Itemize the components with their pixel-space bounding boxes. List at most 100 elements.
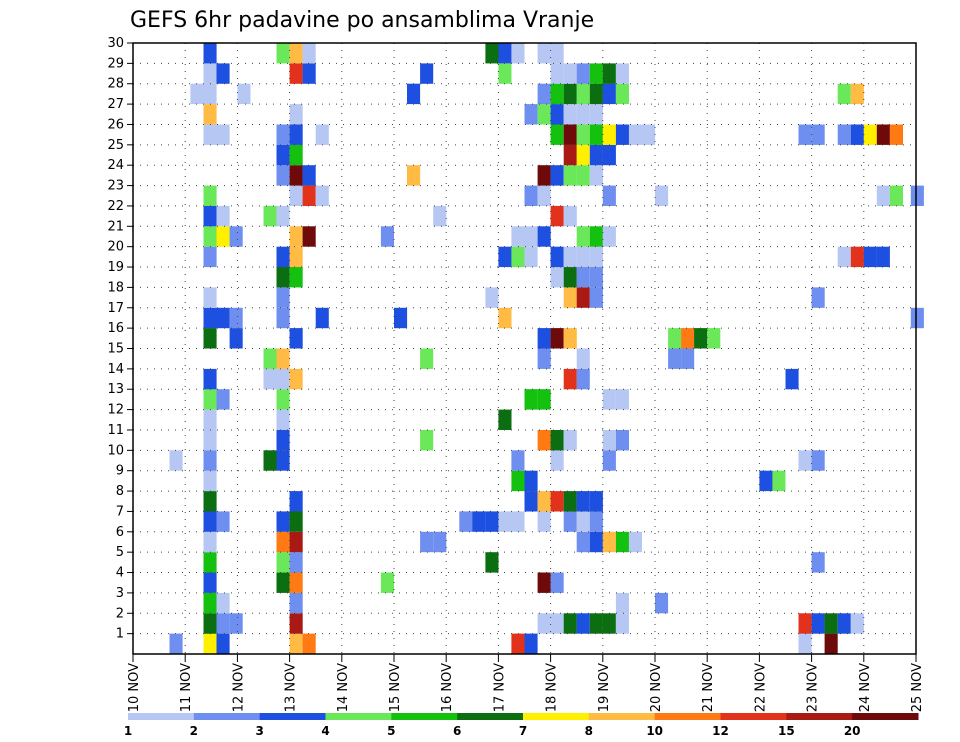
heat-cell [628,124,642,145]
heat-cell [407,165,421,186]
heat-cell [563,287,577,308]
heat-cell [876,124,890,145]
x-tick-label: 25 NOV [910,663,925,712]
heat-cell [420,63,434,84]
heat-cell [537,43,551,64]
heat-cell [537,613,551,634]
y-tick-label: 29 [107,56,124,71]
heat-cell [589,226,603,247]
heat-cell [263,348,277,369]
heat-cell [811,552,825,573]
heat-cell [203,124,217,145]
x-tick-label: 16 NOV [440,663,455,712]
heat-cell [550,205,564,227]
heat-cell [668,348,682,369]
heat-cell [203,491,217,512]
heat-cell [537,104,551,125]
heat-cell [289,267,303,288]
heat-cell [537,185,551,206]
heat-cell [263,450,277,471]
heat-cell [798,450,812,471]
heat-cell [602,430,616,451]
heat-cell [837,124,851,145]
y-tick-label: 21 [107,219,124,234]
heat-cell [576,287,590,308]
heat-cell [276,572,290,593]
heat-cell [563,491,577,512]
heat-cell [380,572,394,593]
heat-cell [576,226,590,247]
y-tick-label: 9 [116,464,124,479]
heat-cell [589,531,603,553]
heat-cell [190,83,204,105]
heat-cell [910,307,924,329]
chart-title: GEFS 6hr padavine po ansamblima Vranje [130,8,594,33]
heat-cell [216,389,230,410]
heat-cell [203,552,217,573]
heat-cell [276,552,290,573]
heat-cell [498,307,512,329]
heat-cell [263,368,277,390]
heat-cell [203,430,217,451]
heat-cell [289,613,303,634]
x-tick-label: 23 NOV [806,663,821,712]
y-tick-label: 7 [116,504,124,519]
heat-cell [276,165,290,186]
x-tick-label: 21 NOV [701,663,716,712]
colorbar-segment [654,713,721,720]
colorbar-segment [259,713,326,720]
heat-cell [537,491,551,512]
colorbar-segment [325,713,392,720]
heat-cell [289,572,303,593]
heat-cell [602,124,616,145]
heat-cell [602,613,616,634]
heat-cell [203,389,217,410]
heat-cell [602,226,616,247]
heat-cell [563,246,577,268]
heat-cell [203,592,217,614]
heat-cell [433,531,447,553]
heat-cell [302,185,316,206]
heat-cell [203,531,217,553]
y-tick-label: 10 [107,443,124,458]
heat-cell [229,613,243,634]
colorbar-segment [720,713,787,720]
heat-cell [169,450,183,471]
heat-cell [576,267,590,288]
heat-cell [798,613,812,634]
heat-cell [550,328,564,349]
heat-cell [203,368,217,390]
heat-cell [394,307,408,329]
heat-cell [289,633,303,654]
colorbar-tick-label: 12 [712,724,729,738]
heat-cell [772,470,786,492]
y-tick-label: 2 [116,606,124,621]
heat-cell [203,613,217,634]
heat-cell [550,165,564,186]
x-tick-label: 13 NOV [284,663,299,712]
heat-cell [850,613,864,634]
heat-cell [498,409,512,430]
heat-cell [302,63,316,84]
heat-cell [576,63,590,84]
heat-cell [602,450,616,471]
heat-cell [420,348,434,369]
heat-cell [203,63,217,84]
y-tick-label: 26 [107,117,124,132]
heat-cell [203,470,217,492]
heat-cell [563,613,577,634]
heat-cell [850,246,864,268]
y-tick-label: 20 [107,240,124,255]
heat-cell [889,124,903,145]
heat-cell [263,205,277,227]
heat-cell [876,246,890,268]
heat-cell [511,43,525,64]
heat-cell [850,124,864,145]
heat-cell [524,185,538,206]
heat-cell [563,144,577,166]
heat-cell [602,144,616,166]
heat-cell [203,633,217,654]
heat-cell [615,83,629,105]
heat-cell [563,430,577,451]
x-tick-label: 24 NOV [858,663,873,712]
